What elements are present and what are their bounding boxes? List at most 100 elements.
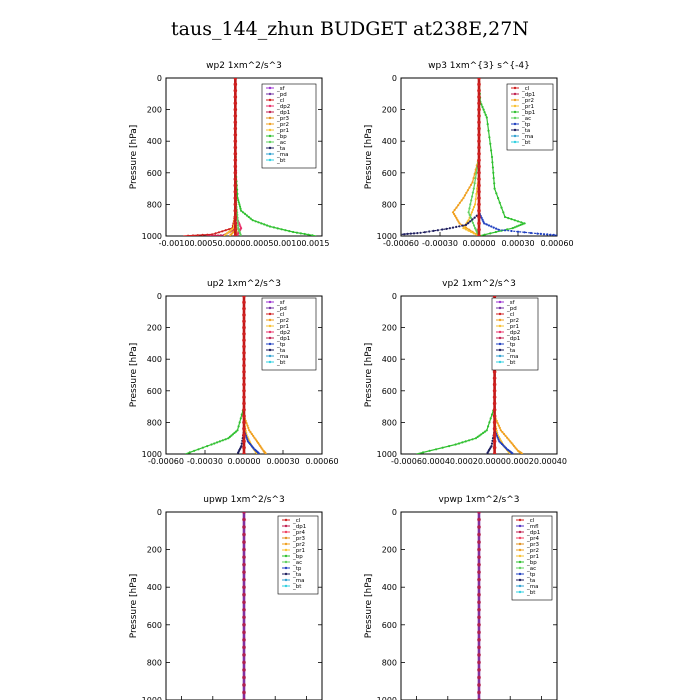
zero-profile-marker xyxy=(233,189,238,194)
legend-marker xyxy=(284,536,288,540)
y-tick-label: 400 xyxy=(147,355,162,364)
series-marker xyxy=(511,227,514,230)
zero-profile-marker xyxy=(477,183,481,188)
series-marker xyxy=(231,433,234,436)
series-line xyxy=(401,78,480,235)
x-tick-label: 0.00060 xyxy=(540,239,573,248)
zero-profile-marker xyxy=(233,107,238,112)
series-marker xyxy=(515,225,518,228)
legend: _sf_pd_cl_pr2_pr1_dp2_dp1_tp_ta_ma_bt xyxy=(491,297,539,371)
zero-profile-marker xyxy=(477,592,481,597)
series-marker xyxy=(428,449,431,452)
series-marker xyxy=(454,443,457,446)
panel-1: wp2 1xm^2/s^3 Pressure [hPa] 0 200 400 600 800… xyxy=(129,61,329,248)
x-tick-label: 0.00000 xyxy=(462,239,495,248)
series-marker xyxy=(492,226,495,229)
zero-profile-marker xyxy=(477,690,481,695)
legend-label: _pr3 xyxy=(276,116,290,122)
legend-label: _ma xyxy=(276,354,288,360)
series-marker xyxy=(473,172,476,175)
zero-profile-marker xyxy=(242,306,246,311)
series-marker xyxy=(513,219,516,222)
legend-marker xyxy=(498,360,502,364)
series-marker xyxy=(497,438,500,441)
series-marker xyxy=(493,187,496,190)
zero-profile-marker xyxy=(477,623,481,627)
legend-marker xyxy=(268,330,272,334)
zero-profile-marker xyxy=(477,221,481,226)
zero-profile-marker xyxy=(242,414,246,418)
series-marker xyxy=(511,452,514,454)
series-marker xyxy=(542,233,546,236)
series-marker xyxy=(292,230,295,234)
series-marker xyxy=(483,233,486,236)
series-marker xyxy=(472,205,476,209)
series-marker xyxy=(492,171,495,174)
series-marker xyxy=(473,216,476,219)
legend-marker xyxy=(513,92,517,96)
y-tick-label: 400 xyxy=(147,583,162,592)
legend-marker xyxy=(268,116,272,120)
series-marker xyxy=(497,197,500,200)
zero-profile-marker xyxy=(477,177,481,181)
series-marker xyxy=(493,182,496,185)
legend-marker xyxy=(518,578,522,582)
zero-profile-marker xyxy=(477,164,481,169)
zero-profile-marker xyxy=(242,426,246,431)
legend-marker xyxy=(518,560,522,564)
panel-title: wp2 1xm^2/s^3 xyxy=(206,61,282,71)
legend-marker xyxy=(518,518,522,522)
y-tick-label: 400 xyxy=(382,137,397,146)
series-marker xyxy=(276,227,279,230)
series-marker xyxy=(463,194,466,197)
series-marker xyxy=(253,436,256,439)
panel-title: vp2 1xm^2/s^3 xyxy=(442,279,516,289)
plot-frame xyxy=(400,295,558,455)
zero-profile-marker xyxy=(242,351,246,355)
series-marker xyxy=(490,155,494,159)
zero-profile-marker xyxy=(477,114,481,118)
legend-marker xyxy=(498,312,502,316)
zero-profile-marker xyxy=(477,600,481,605)
y-tick-label: 800 xyxy=(382,658,397,667)
series-marker xyxy=(476,435,479,438)
series-marker xyxy=(474,437,477,440)
zero-profile-marker xyxy=(233,139,238,143)
legend-marker xyxy=(284,524,288,528)
series-marker xyxy=(549,233,552,236)
series-marker xyxy=(237,199,240,202)
legend-label: _pr1 xyxy=(276,128,289,134)
legend-marker xyxy=(268,110,272,114)
legend-label: _bt xyxy=(521,140,531,146)
zero-profile-marker xyxy=(233,88,238,93)
panel-title: up2 1xm^2/s^3 xyxy=(207,279,281,289)
series-marker xyxy=(513,445,516,448)
y-tick-label: 600 xyxy=(382,621,397,630)
zero-profile-marker xyxy=(242,577,246,582)
zero-profile-marker xyxy=(242,623,246,627)
zero-profile-marker xyxy=(477,675,481,680)
series-marker xyxy=(237,451,240,454)
legend-marker xyxy=(284,518,288,522)
legend-marker xyxy=(518,530,522,534)
series-marker xyxy=(218,440,221,443)
legend-label: _bp xyxy=(292,554,303,560)
series-group xyxy=(242,512,246,700)
legend-label: _pr1 xyxy=(521,104,534,110)
series-marker xyxy=(229,234,232,236)
zero-profile-marker xyxy=(242,420,246,425)
legend-label: _pr1 xyxy=(292,548,305,554)
panel-title: wp3 1xm^{3} s^{-4} xyxy=(428,61,530,71)
y-tick-label: 200 xyxy=(147,106,162,115)
series-marker xyxy=(503,229,507,232)
series-marker xyxy=(257,441,260,444)
legend: _cl_dp1_pr4_pr3_pr2_pr1_bp_ac_tp_ta_ma_b… xyxy=(277,515,319,595)
zero-profile-marker xyxy=(242,517,246,522)
series-marker xyxy=(239,207,242,210)
series-marker xyxy=(419,231,422,234)
series-marker xyxy=(486,123,489,126)
series-marker xyxy=(514,446,517,449)
series-marker xyxy=(208,234,211,236)
legend-marker xyxy=(268,354,272,358)
series-marker xyxy=(499,429,502,432)
